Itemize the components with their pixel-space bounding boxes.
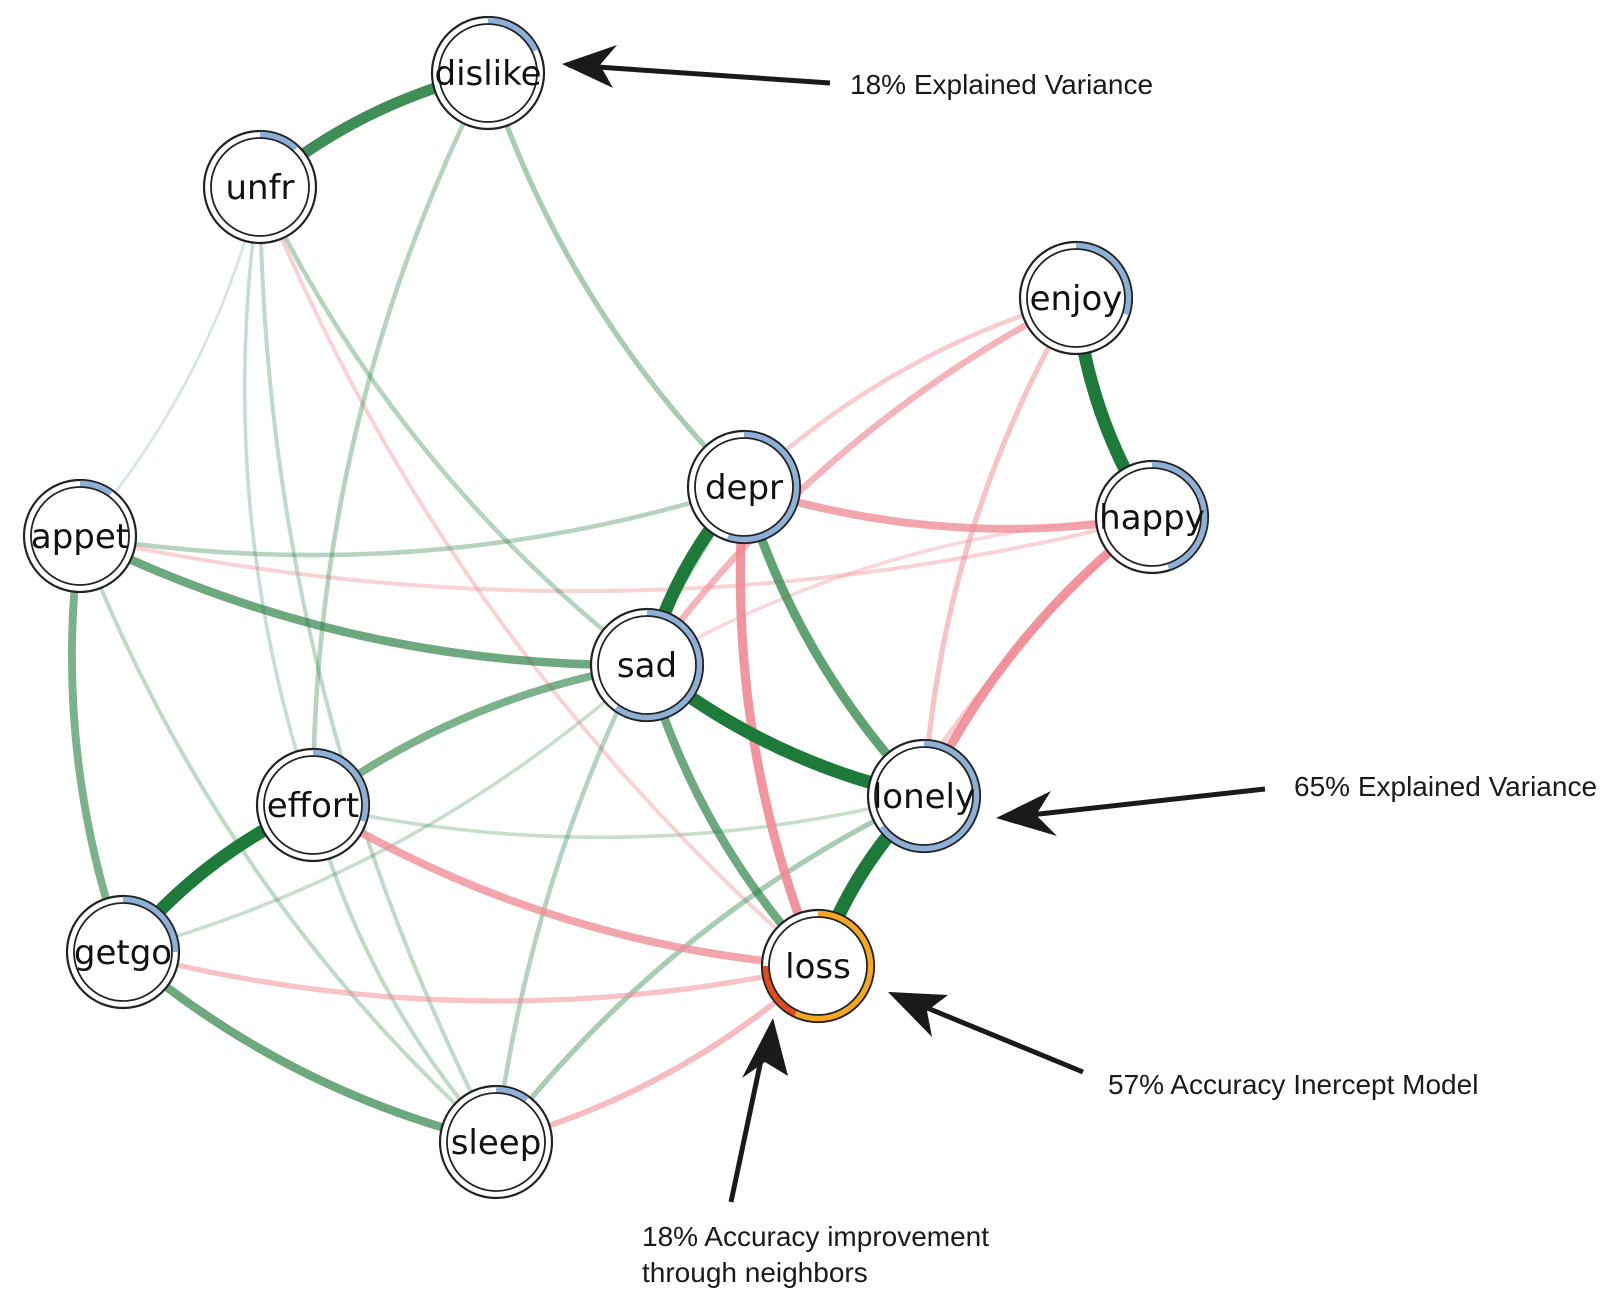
node-enjoy-label: enjoy [1030, 279, 1123, 319]
edge-unfr-effort [242, 185, 315, 807]
arrow-loss-intercept [919, 1002, 1084, 1075]
node-enjoy[interactable]: enjoy [1018, 240, 1134, 356]
edge-appet-sad [75, 531, 652, 670]
node-effort-label: effort [267, 786, 359, 826]
node-unfr-inner-circle [210, 137, 310, 237]
edge-appet-happy [78, 515, 1154, 594]
node-appet-inner-circle [30, 486, 130, 586]
edge-lonely-sleep [493, 793, 927, 1145]
node-sad[interactable]: sad [589, 607, 705, 723]
arrowhead-dislike-ev [562, 45, 617, 88]
edge-enjoy-lonely [921, 295, 1079, 799]
annotation-loss-improvement-line2: through neighbors [642, 1257, 868, 1288]
edge-happy-loss [815, 514, 1155, 969]
nodes-layer: dislike unfr enjoy happy depr appet sad effort l… [22, 15, 1210, 1200]
node-effort-inner-circle [263, 755, 363, 855]
node-dislike-label: dislike [434, 54, 541, 94]
edge-dislike-effort [310, 70, 491, 808]
edge-appet-sleep [78, 534, 498, 1144]
node-sad-inner-circle [597, 615, 697, 715]
node-loss-improvement-arc [762, 965, 797, 1016]
node-enjoy-inner-circle [1026, 248, 1126, 348]
annotation-loss-improvement-line1: 18% Accuracy improvement [642, 1221, 989, 1252]
node-happy[interactable]: happy [1094, 459, 1210, 575]
node-sleep-inner-circle [446, 1092, 546, 1192]
node-effort-explained-variance-arc [312, 749, 369, 823]
node-effort[interactable]: effort [255, 747, 371, 863]
edge-effort-lonely [311, 794, 926, 840]
edge-dislike-depr [485, 70, 747, 490]
node-getgo-inner-circle [73, 902, 173, 1002]
node-getgo[interactable]: getgo [65, 894, 181, 1010]
node-depr-explained-variance-arc [726, 431, 800, 543]
edge-depr-happy [740, 483, 1156, 533]
arrow-loss-improvement [728, 1059, 764, 1203]
node-unfr[interactable]: unfr [202, 129, 318, 245]
node-depr[interactable]: depr [686, 429, 802, 545]
node-unfr-label: unfr [225, 168, 294, 208]
edge-unfr-sad [257, 184, 650, 668]
node-appet[interactable]: appet [22, 478, 138, 594]
arrowhead-lonely-ev [996, 791, 1057, 836]
annotation-dislike-ev: 18% Explained Variance [850, 69, 1153, 100]
edge-appet-depr [77, 484, 747, 558]
node-getgo-explained-variance-arc [122, 896, 179, 953]
edge-enjoy-sad [643, 294, 1080, 669]
node-sad-label: sad [617, 646, 677, 686]
edge-effort-loss [309, 801, 822, 970]
annotations-layer: 18% Explained Variance 65% Explained Var… [562, 45, 1597, 1288]
node-sad-explained-variance-arc [614, 609, 703, 721]
node-dislike-explained-variance-arc [487, 17, 538, 52]
annotation-lonely-ev: 65% Explained Variance [1294, 771, 1597, 802]
node-getgo-label: getgo [74, 933, 172, 973]
node-happy-label: happy [1099, 498, 1205, 538]
edge-appet-unfr [78, 185, 262, 538]
node-lonely[interactable]: lonely [866, 738, 982, 854]
node-loss-inner-circle [768, 916, 868, 1016]
node-happy-explained-variance-arc [1151, 461, 1208, 570]
node-loss[interactable]: loss [760, 908, 876, 1024]
annotation-loss-intercept: 57% Accuracy Inercept Model [1108, 1069, 1478, 1100]
arrow-dislike-ev [567, 62, 831, 86]
node-dislike-inner-circle [438, 23, 538, 123]
node-lonely-label: lonely [873, 777, 975, 817]
node-sleep[interactable]: sleep [438, 1084, 554, 1200]
edge-getgo-sad [121, 663, 649, 954]
node-lonely-explained-variance-arc [879, 740, 980, 852]
edge-getgo-loss [120, 949, 821, 1004]
node-lonely-inner-circle [874, 746, 974, 846]
arrowhead-loss-improvement [742, 1018, 788, 1078]
edge-appet-getgo [67, 532, 127, 956]
node-unfr-explained-variance-arc [259, 131, 298, 151]
node-sleep-label: sleep [451, 1123, 542, 1163]
arrow-lonely-ev [1029, 786, 1266, 818]
edge-unfr-sleep [258, 185, 498, 1144]
arrowhead-loss-intercept [888, 992, 948, 1037]
node-happy-inner-circle [1102, 467, 1202, 567]
edge-unfr-loss [258, 185, 820, 968]
node-appet-label: appet [31, 517, 129, 557]
node-dislike[interactable]: dislike [430, 15, 546, 131]
node-enjoy-explained-variance-arc [1075, 242, 1132, 316]
node-depr-label: depr [705, 468, 783, 508]
node-loss-label: loss [785, 947, 851, 987]
node-appet-explained-variance-arc [79, 480, 113, 496]
node-sleep-explained-variance-arc [495, 1086, 529, 1102]
node-depr-inner-circle [694, 437, 794, 537]
edge-getgo-sleep [118, 947, 501, 1147]
node-loss-intercept-arc [794, 910, 874, 1022]
